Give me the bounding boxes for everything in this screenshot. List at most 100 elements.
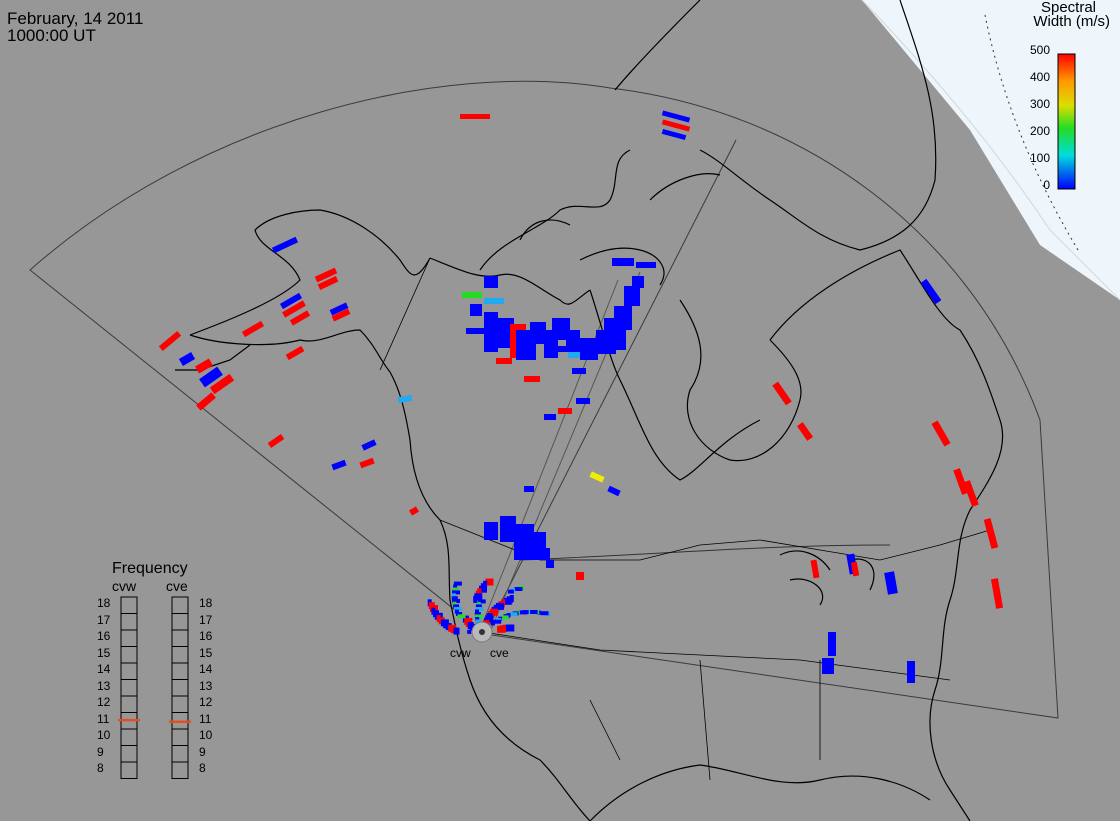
scatter-cell [572, 368, 586, 374]
scatter-cell [282, 300, 306, 318]
color-scale-tick: 400 [1029, 70, 1050, 84]
scatter-cell [485, 615, 494, 623]
frequency-col-cve: cve [166, 578, 188, 594]
scatter-cell [196, 392, 216, 411]
frequency-tick-right: 16 [199, 629, 213, 643]
terminator-dotted-line [984, 14, 1079, 251]
frequency-box [120, 646, 138, 664]
frequency-tick-left: 12 [97, 695, 111, 709]
frequency-box [120, 728, 138, 746]
scatter-cell [576, 572, 584, 580]
scatter-cell [496, 602, 504, 610]
scatter-cell [612, 258, 634, 266]
frequency-box [171, 596, 189, 614]
scatter-cell [632, 276, 644, 288]
scatter-cell [331, 459, 347, 471]
frequency-box [120, 613, 138, 631]
scatter-cell [462, 292, 482, 298]
scatter-cell [931, 420, 951, 447]
scatter-cell [279, 292, 303, 310]
scatter-cell [453, 581, 462, 586]
scatter-cell [456, 612, 463, 616]
scatter-cell [485, 578, 494, 586]
scatter-cell [500, 615, 509, 620]
scatter-cell [209, 373, 235, 395]
color-scale-bar [1057, 53, 1076, 190]
scatter-cell [460, 114, 490, 119]
scatter-cell [451, 593, 456, 598]
scatter-cell [452, 601, 457, 606]
frequency-tick-left: 13 [97, 678, 111, 693]
scatter-cell [317, 276, 339, 290]
color-scale-tick: 100 [1029, 151, 1050, 165]
frequency-boxes [118, 596, 191, 779]
frequency-col-cvw: cvw [112, 578, 137, 594]
scatter-cell [503, 597, 512, 605]
header-date: February, 14 2011 [7, 9, 144, 28]
header-time: 1000:00 UT [7, 26, 96, 45]
frequency-box [171, 745, 189, 763]
scatter-cell [493, 619, 502, 624]
scatter-cell [484, 298, 504, 304]
scatter-cell [178, 352, 196, 366]
scatter-cell [475, 604, 482, 609]
scatter-cell [477, 599, 486, 604]
scatter-cell [828, 632, 836, 656]
scatter-cell [475, 617, 480, 621]
frequency-tick-right: 18 [199, 596, 213, 610]
frequency-box [171, 613, 189, 631]
color-scale-title-line1: Spectral [1040, 0, 1096, 16]
scatter-cell [475, 619, 482, 624]
scatter-cell [452, 590, 460, 595]
frequency-tick-left: 9 [97, 744, 104, 759]
scatter-cell [614, 306, 632, 330]
frequency-box [171, 761, 189, 779]
scatter-cell [475, 609, 479, 614]
scatter-cell [796, 422, 814, 441]
scatter-cell [452, 587, 459, 592]
frequency-box [171, 679, 189, 697]
scatter-cell [544, 414, 556, 420]
scatter-cell [524, 376, 540, 382]
scatter-cell [514, 587, 523, 591]
color-scale-tick: 300 [1029, 97, 1050, 111]
scatter-cell [580, 338, 598, 360]
frequency-tick-left: 10 [97, 728, 111, 742]
scatter-cell [552, 318, 570, 340]
scatter-cell [850, 561, 860, 577]
scatter-cell [451, 596, 458, 601]
scatter-cell [519, 610, 528, 615]
frequency-box [171, 662, 189, 680]
frequency-tick-right: 11 [199, 711, 212, 726]
scatter-cell [822, 658, 834, 674]
frequency-tick-right: 13 [199, 678, 213, 693]
coastlines [175, 0, 1004, 821]
frequency-box [120, 679, 138, 697]
frequency-box [171, 629, 189, 647]
scatter-cell [474, 614, 483, 619]
scatter-cell [453, 604, 460, 609]
scatter-cell [907, 661, 915, 683]
scatter-cell [476, 601, 481, 606]
scatter-cell [530, 322, 546, 344]
frequency-tick-left: 17 [97, 612, 111, 627]
scatter-cell [589, 471, 605, 483]
frequency-box [120, 695, 138, 713]
scatter-cell [490, 621, 495, 626]
frequency-tick-left: 11 [97, 711, 110, 726]
scatter-cell [524, 486, 534, 492]
scatter-cell [361, 439, 377, 451]
scatter-cell [289, 310, 311, 326]
frequency-tick-right: 8 [199, 761, 206, 775]
color-scale-tick: 200 [1029, 124, 1050, 138]
scatter-cell [661, 119, 691, 132]
scatter-cell [484, 522, 498, 540]
scatter-cell [470, 304, 482, 316]
scatter-cell [450, 626, 455, 634]
frequency-tick-left: 18 [97, 596, 111, 610]
radar-site-dot [479, 629, 485, 635]
scatter-cell [453, 607, 462, 611]
borders [379, 257, 991, 781]
scatter-cell [506, 624, 515, 632]
frequency-box [120, 596, 138, 614]
